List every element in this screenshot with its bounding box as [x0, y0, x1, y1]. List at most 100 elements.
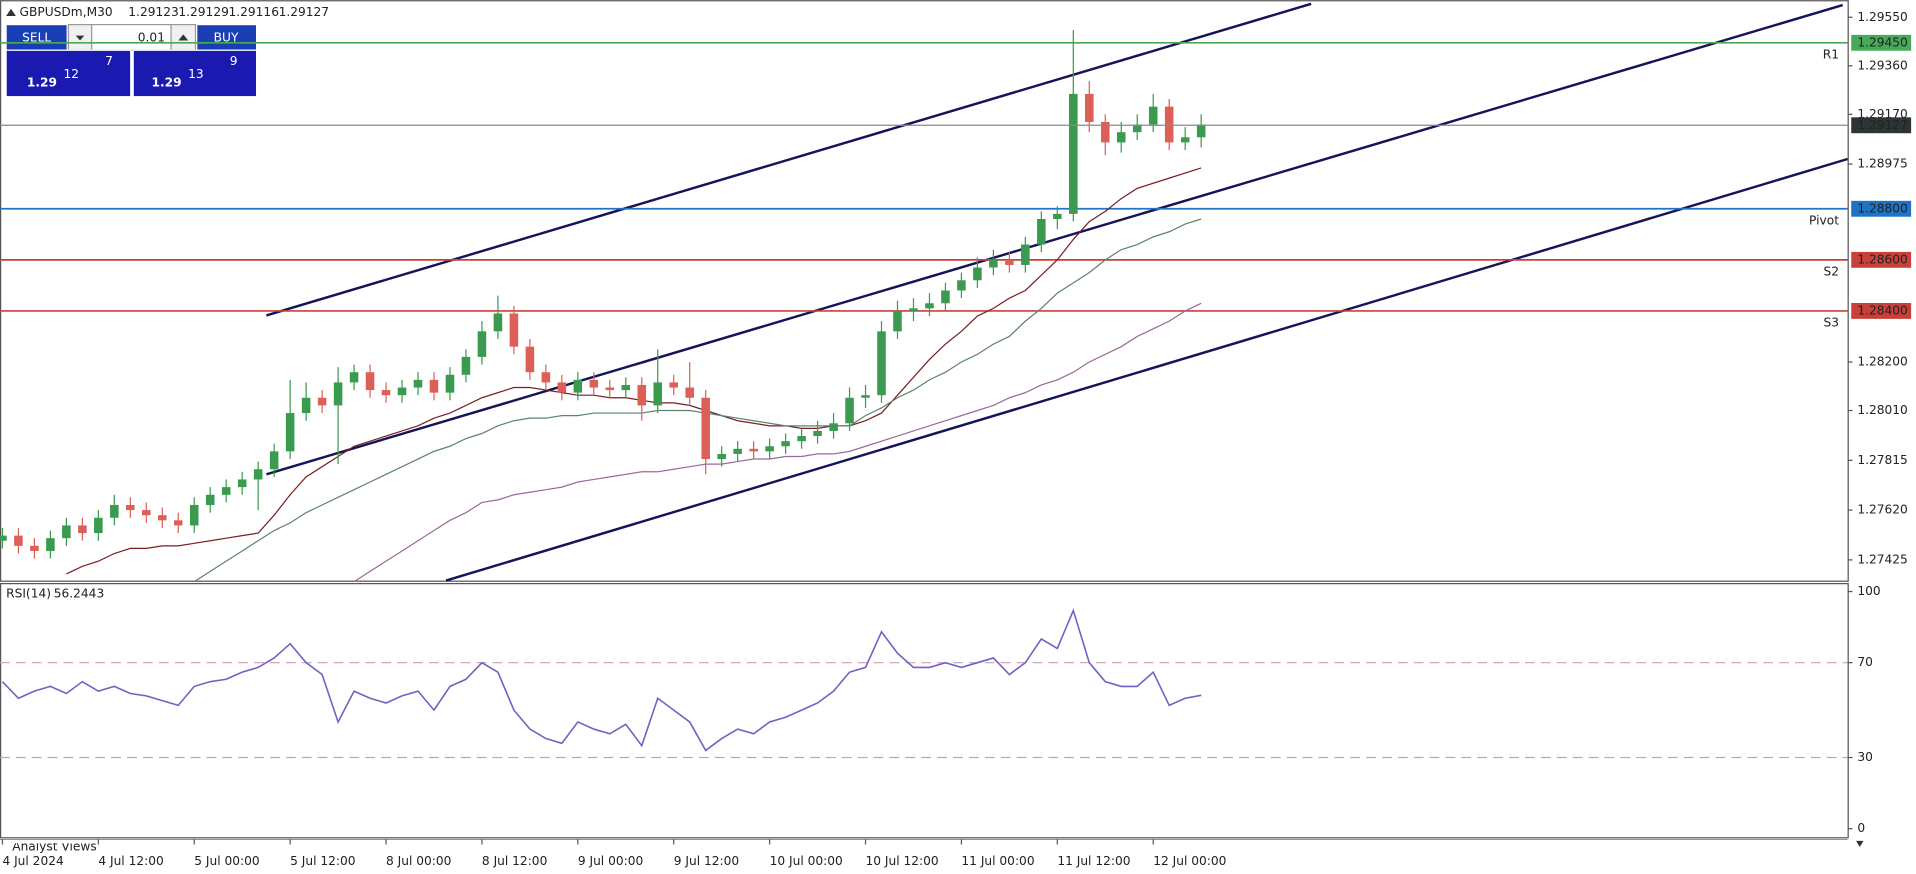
candle-body [717, 453, 726, 460]
candle-body [813, 430, 822, 437]
y-tick-label: 1.29550 [1857, 10, 1907, 24]
candle-body [557, 382, 567, 393]
candle-body [157, 515, 167, 521]
candle-body [1069, 93, 1078, 214]
x-tick-label: 4 Jul 2024 [2, 854, 64, 868]
candle-body [46, 538, 55, 551]
candle-body [461, 356, 471, 375]
arrow [75, 35, 85, 41]
ohlc: 1.29116 [229, 5, 279, 19]
x-tick-label: 10 Jul 00:00 [770, 854, 843, 868]
candle-body [62, 525, 71, 539]
price-big: 1.29 [152, 76, 182, 90]
candle-body [797, 436, 806, 442]
symbol: GBPUSDm,M30 [20, 5, 113, 19]
candle-body [1196, 124, 1206, 138]
candle-body [861, 395, 870, 398]
level-tag: S3 [1824, 316, 1840, 330]
x-tick-label: 12 Jul 00:00 [1153, 854, 1226, 868]
candle-body [669, 382, 679, 388]
x-tick-label: 5 Jul 12:00 [290, 854, 355, 868]
sell-price[interactable] [5, 49, 132, 98]
y-tick-label: 0 [1857, 821, 1865, 835]
level-label: 1.28400 [1857, 303, 1907, 317]
candle-body [589, 379, 599, 388]
candle-body [941, 290, 950, 304]
candle-body [30, 545, 39, 551]
main-panel-border [0, 0, 1849, 582]
y-tick-label: 1.29170 [1857, 107, 1907, 121]
collapse-icon[interactable] [6, 8, 16, 17]
candle-body [0, 535, 7, 541]
candle-body [685, 387, 694, 398]
ohlc: 1.29129 [178, 5, 228, 19]
x-tick-label: 8 Jul 00:00 [386, 854, 451, 868]
scroll-icon[interactable] [1856, 840, 1864, 847]
one-click-panel: SELL 0.01 BUY 1.29 12 7 1.29 13 9 [5, 23, 258, 98]
candle-body [973, 267, 982, 281]
x-tick-label: 9 Jul 12:00 [674, 854, 739, 868]
level-label: 1.28600 [1857, 252, 1907, 266]
candle-body [701, 397, 710, 460]
rsi-value: 56.2443 [54, 587, 104, 601]
level-box [1851, 200, 1912, 217]
trend-channel [266, 2, 1848, 582]
candle-body [1053, 213, 1062, 219]
y-tick-label: 1.28975 [1857, 157, 1907, 171]
candle-body [381, 390, 391, 396]
candle-body [237, 479, 247, 488]
price-main: 12 [64, 67, 80, 81]
level-box [1851, 34, 1912, 51]
candle-body [269, 451, 279, 470]
candle-body [205, 494, 215, 505]
candle-body [477, 331, 487, 357]
candle-body [94, 517, 103, 534]
candle-body [989, 259, 998, 268]
rsi-line [1, 608, 1202, 752]
candle-body [317, 397, 327, 406]
level-label: 1.29450 [1857, 35, 1907, 49]
x-tick-label: 11 Jul 00:00 [961, 854, 1034, 868]
y-tick-label: 1.28200 [1857, 354, 1907, 368]
candle-body [621, 384, 631, 391]
x-tick-label: 4 Jul 12:00 [98, 854, 163, 868]
candle-body [126, 504, 135, 511]
y-tick-label: 1.27425 [1857, 552, 1907, 566]
moving-average [193, 218, 1202, 583]
trend-line [266, 2, 1312, 317]
candle-body [301, 397, 311, 414]
candle-body [221, 487, 231, 495]
candle-body [413, 379, 423, 388]
last-price-box [1851, 117, 1912, 134]
candle-body [525, 346, 535, 373]
candle-body [1148, 106, 1158, 125]
candle-body [653, 382, 663, 406]
sell-button[interactable] [5, 23, 68, 51]
candle-body [253, 469, 263, 480]
moving-average [353, 302, 1202, 583]
candle-body [429, 379, 439, 393]
candle-body [173, 520, 183, 526]
level-tag: S2 [1824, 265, 1840, 279]
y-tick-label: 100 [1857, 584, 1880, 598]
buy-button[interactable] [196, 23, 258, 51]
buy-price[interactable] [132, 49, 258, 98]
y-tick-label: 30 [1857, 750, 1873, 764]
candle-body [78, 525, 87, 534]
candle-body [877, 331, 886, 396]
y-tick-label: 70 [1857, 655, 1873, 669]
candle-body [333, 382, 343, 406]
candle-body [541, 372, 551, 383]
moving-average [66, 167, 1202, 575]
candle-body [637, 384, 647, 406]
candle-body [493, 313, 503, 332]
x-tick-label: 9 Jul 00:00 [578, 854, 643, 868]
candle-body [1180, 137, 1190, 143]
candle-body [845, 397, 854, 424]
last-price-label: 1.29127 [1857, 118, 1907, 132]
rsi-panel-border [0, 583, 1849, 839]
price-main: 13 [188, 67, 204, 81]
candle-body [110, 504, 119, 518]
candle-body [957, 280, 966, 291]
